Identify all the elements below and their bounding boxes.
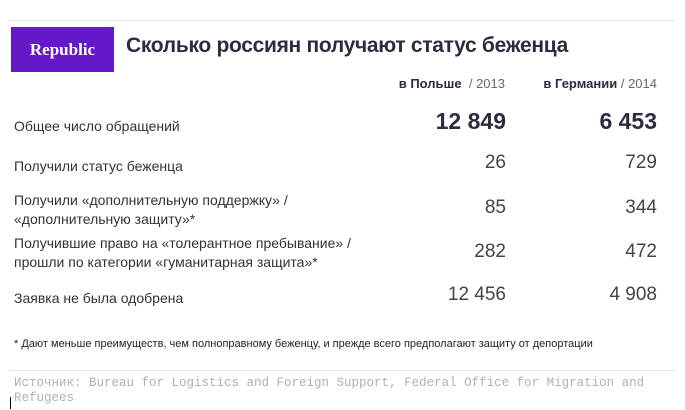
- text-cursor: [10, 397, 11, 409]
- row-value-germany: 729: [625, 152, 657, 173]
- source-text: Источник: Bureau for Logistics and Forei…: [14, 376, 645, 405]
- row-value-germany: 472: [625, 241, 657, 262]
- column-header-germany: в Германии / 2014: [543, 76, 657, 91]
- row-label: Получили статус беженца: [14, 158, 183, 174]
- row-value-poland: 12 849: [435, 108, 506, 134]
- row-label: Заявка не была одобрена: [14, 290, 184, 306]
- row-value-poland: 26: [484, 152, 506, 173]
- source-divider: [10, 370, 675, 371]
- row-value-germany: 6 453: [599, 108, 657, 134]
- row-value-poland: 85: [484, 197, 506, 218]
- page-title: Сколько россиян получают статус беженца: [126, 34, 569, 57]
- top-divider: [10, 20, 675, 21]
- row-value-germany: 344: [625, 197, 657, 218]
- row-label: Получившие право на «толерантное пребыва…: [14, 235, 351, 270]
- footnote: * Дают меньше преимуществ, чем полноправ…: [14, 338, 593, 350]
- row-label: Общее число обращений: [14, 118, 180, 134]
- republic-logo: Republic: [11, 27, 114, 72]
- column-header-poland: в Польше / 2013: [398, 76, 505, 91]
- row-value-poland: 282: [474, 241, 506, 262]
- row-value-germany: 4 908: [609, 284, 657, 305]
- row-value-poland: 12 456: [447, 284, 506, 305]
- row-label: Получили «дополнительную поддержку» / «д…: [14, 192, 288, 227]
